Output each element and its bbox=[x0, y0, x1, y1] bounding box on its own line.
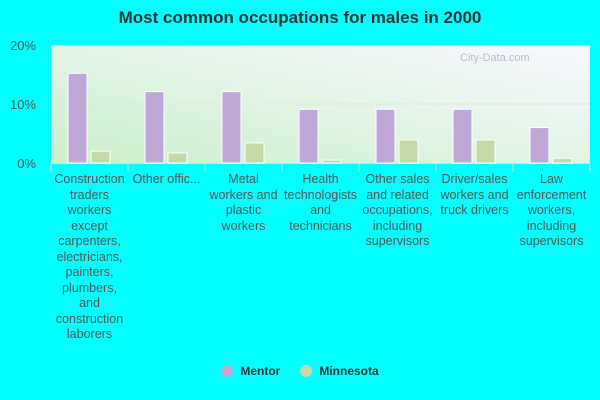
bar-mentor[interactable] bbox=[452, 108, 473, 164]
bar-minnesota[interactable] bbox=[321, 159, 342, 164]
legend-swatch bbox=[300, 365, 313, 377]
x-tick-label: Construction traders workers except carp… bbox=[54, 172, 125, 341]
x-tick-label: Other offic... bbox=[132, 172, 201, 186]
legend: Mentor Minnesota bbox=[0, 364, 600, 380]
bar-mentor[interactable] bbox=[529, 127, 550, 164]
y-tick-label: 10% bbox=[10, 97, 36, 112]
y-tick-label: 20% bbox=[10, 38, 36, 53]
bar-minnesota[interactable] bbox=[552, 157, 573, 164]
bar-minnesota[interactable] bbox=[398, 139, 419, 164]
x-tick-label: Law enforcement workers, including super… bbox=[516, 172, 587, 248]
x-tick-label: Driver/sales workers and truck drivers bbox=[440, 172, 509, 217]
x-tick-label: Health technologists and technicians bbox=[284, 172, 357, 233]
x-tick-label: Other sales and related occupations, inc… bbox=[362, 172, 433, 248]
bar-mentor[interactable] bbox=[298, 108, 319, 164]
watermark: City-Data.com bbox=[460, 52, 530, 64]
bar-mentor[interactable] bbox=[67, 72, 88, 164]
bar-mentor[interactable] bbox=[221, 91, 242, 164]
bar-minnesota[interactable] bbox=[90, 150, 111, 164]
legend-item-mentor[interactable]: Mentor bbox=[221, 364, 280, 378]
bar-mentor[interactable] bbox=[375, 108, 396, 164]
bar-minnesota[interactable] bbox=[167, 152, 188, 164]
legend-swatch bbox=[221, 365, 234, 377]
legend-item-minnesota[interactable]: Minnesota bbox=[300, 364, 379, 378]
bar-minnesota[interactable] bbox=[244, 142, 265, 164]
y-tick-label: 0% bbox=[17, 156, 36, 171]
legend-label: Minnesota bbox=[319, 364, 379, 378]
legend-label: Mentor bbox=[240, 364, 281, 378]
bar-minnesota[interactable] bbox=[475, 139, 496, 164]
chart-title: Most common occupations for males in 200… bbox=[118, 8, 482, 27]
x-tick-label: Metal workers and plastic workers bbox=[209, 172, 278, 233]
bar-mentor[interactable] bbox=[144, 91, 165, 164]
